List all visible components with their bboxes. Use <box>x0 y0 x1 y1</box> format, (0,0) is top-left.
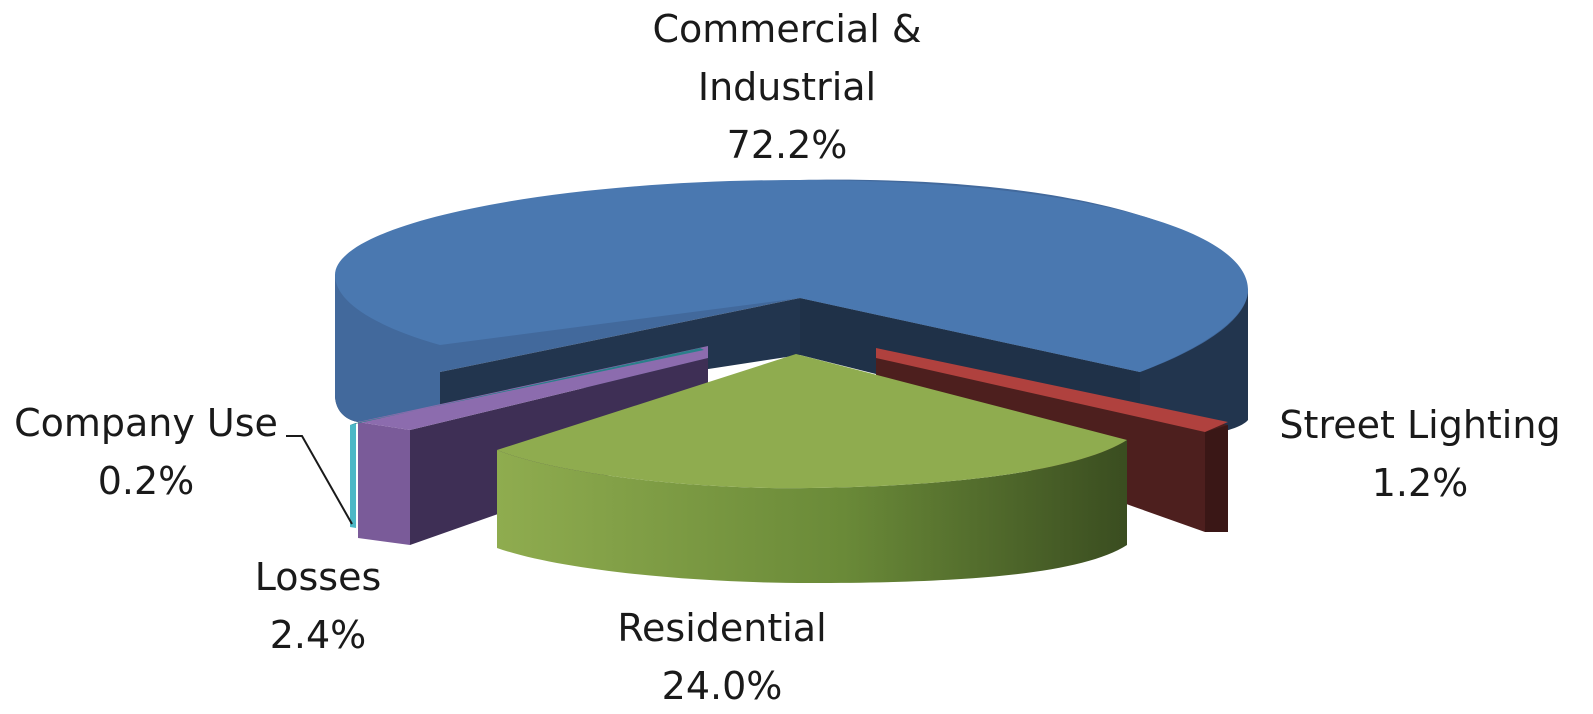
label-residential: Residential 24.0% <box>617 606 826 708</box>
slice-company-use-side <box>350 423 356 528</box>
slice-street-lighting-outer <box>1205 425 1228 532</box>
label-street-lighting: Street Lighting 1.2% <box>1279 403 1560 505</box>
label-company-use-value: 0.2% <box>98 459 195 503</box>
label-commercial-industrial: Commercial & Industrial 72.2% <box>653 7 922 167</box>
label-losses: Losses 2.4% <box>255 555 382 657</box>
label-residential-value: 24.0% <box>662 664 783 708</box>
label-losses-name: Losses <box>255 555 382 599</box>
slice-company-use <box>350 348 704 528</box>
label-street-lighting-name: Street Lighting <box>1279 403 1560 447</box>
slice-street-lighting-top <box>876 348 1228 432</box>
slice-residential-top <box>497 354 1127 489</box>
label-losses-value: 2.4% <box>270 613 367 657</box>
slice-residential-side <box>497 440 1127 583</box>
slice-losses-outer <box>358 422 410 545</box>
label-commercial-industrial-line1: Commercial & <box>653 7 922 51</box>
slice-commercial-industrial-right-rim <box>1140 290 1248 440</box>
label-company-use-name: Company Use <box>14 401 278 445</box>
label-residential-name: Residential <box>617 606 826 650</box>
slice-commercial-industrial <box>335 179 1248 440</box>
company-use-leader-line <box>286 435 353 525</box>
label-commercial-industrial-value: 72.2% <box>727 123 848 167</box>
label-commercial-industrial-line2: Industrial <box>698 65 876 109</box>
slice-residential <box>497 354 1127 583</box>
label-company-use: Company Use 0.2% <box>14 401 278 503</box>
slice-company-use-top <box>350 348 704 425</box>
label-street-lighting-value: 1.2% <box>1372 461 1469 505</box>
slice-commercial-industrial-inner-wall-left <box>440 298 800 410</box>
slice-commercial-industrial-top <box>335 180 1248 372</box>
